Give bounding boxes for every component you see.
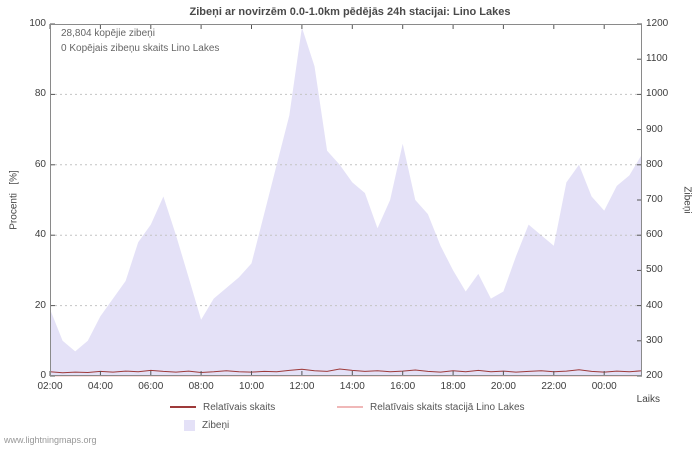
y-axis-left-tick-label: 60 — [34, 158, 46, 170]
chart-title: Zibeņi ar novirzēm 0.0-1.0km pēdējās 24h… — [189, 6, 511, 18]
x-axis-tick-label: 22:00 — [541, 381, 567, 392]
y-axis-left-tick-label: 0 — [40, 370, 46, 381]
y-axis-right-tick-label: 900 — [646, 123, 663, 135]
y-axis-right-tick-label: 1100 — [646, 53, 668, 65]
y-axis-right-label: Zibeņi — [681, 186, 693, 214]
y-axis-right-tick-label: 200 — [646, 370, 663, 381]
legend-line-swatch-red — [170, 406, 196, 408]
y-axis-left-label: Procenti [%] — [8, 170, 20, 230]
y-axis-right-tick-label: 1000 — [646, 88, 669, 100]
x-axis-tick-label: 18:00 — [440, 381, 466, 392]
x-axis-tick-label: 08:00 — [188, 381, 214, 392]
x-axis-tick-label: 14:00 — [339, 381, 365, 392]
y-axis-right-tick-label: 1200 — [646, 18, 669, 29]
y-axis-left-tick-label: 40 — [34, 229, 46, 241]
plot-border — [50, 24, 642, 376]
y-axis-left-tick-label: 80 — [34, 88, 46, 100]
legend-area-swatch-lavender — [184, 419, 195, 431]
x-axis-tick-label: 20:00 — [490, 381, 516, 392]
watermark: www.lightningmaps.org — [4, 435, 97, 445]
annotation-total-strikes: 28,804 kopējie zibeņi — [61, 28, 155, 39]
x-axis-tick-label: 06:00 — [138, 381, 164, 392]
x-axis-tick-label: 04:00 — [87, 381, 113, 392]
y-axis-right-tick-label: 800 — [646, 158, 663, 170]
legend-label-strikes: Zibeņi — [202, 419, 230, 431]
x-axis-tick-label: 10:00 — [239, 381, 265, 392]
y-axis-right-tick-label: 300 — [646, 334, 663, 346]
y-axis-right-tick-label: 500 — [646, 264, 663, 276]
x-axis-label: Laiks — [636, 394, 660, 405]
legend-item-relative-count: Relatīvais skaits — [170, 401, 275, 413]
legend-item-station-relative-count: Relatīvais skaits stacijā Lino Lakes — [337, 401, 525, 413]
x-axis-tick-label: 12:00 — [289, 381, 315, 392]
plot-area — [49, 23, 643, 377]
legend-line-swatch-pink — [337, 406, 363, 408]
y-axis-right-tick-label: 400 — [646, 299, 663, 311]
legend-item-strikes: Zibeņi — [184, 419, 229, 431]
annotation-station-strikes: 0 Kopējais zibeņu skaits Lino Lakes — [61, 43, 220, 54]
x-axis-tick-label: 02:00 — [37, 381, 63, 392]
y-axis-right-tick-label: 700 — [646, 194, 663, 205]
legend-label-station-relative-count: Relatīvais skaits stacijā Lino Lakes — [370, 401, 525, 413]
series-line-1 — [49, 368, 643, 374]
x-axis-tick-label: 16:00 — [390, 381, 416, 392]
y-axis-left-tick-label: 20 — [34, 299, 46, 311]
series-area-0 — [50, 27, 642, 376]
x-axis-tick-label: 00:00 — [591, 381, 617, 392]
legend-label-relative-count: Relatīvais skaits — [203, 401, 276, 413]
y-axis-left-tick-label: 100 — [29, 18, 46, 29]
y-axis-right-tick-label: 600 — [646, 229, 663, 241]
